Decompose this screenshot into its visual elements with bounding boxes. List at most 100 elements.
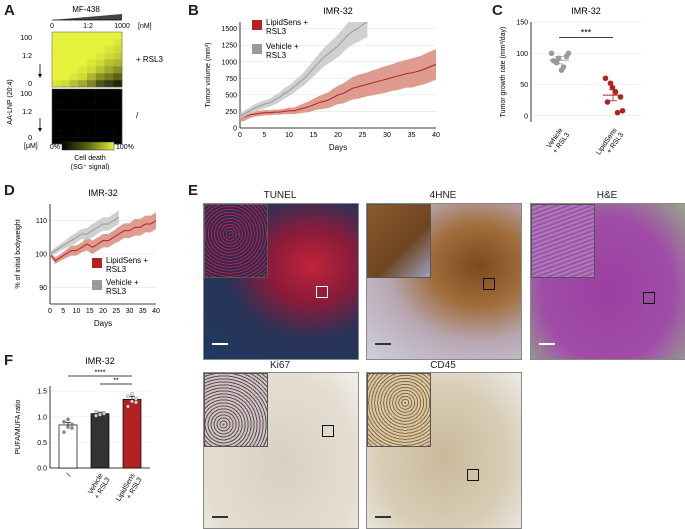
heatmap-cell: [87, 109, 96, 117]
heatmap-cell: [87, 95, 96, 103]
heatmap-cell: [60, 109, 70, 117]
heatmap-cell: [104, 137, 114, 145]
heatmap-cell: [78, 32, 88, 40]
heatmap-cell: [113, 95, 123, 103]
heatmap-cell: [87, 73, 96, 81]
growth-rate-chart: IMR-32 0 50 100 150 Tumor growth rate (mm³/da…: [500, 6, 641, 157]
x-tick-label: 20: [334, 132, 342, 139]
y-axis-label: Tumor growth rate (mm³/day): [500, 27, 507, 118]
heatmap-cell: [95, 59, 105, 67]
data-point: [62, 430, 66, 434]
micrograph-tunel-zoombox: [316, 286, 328, 298]
x-tick-label: 25: [112, 308, 120, 315]
y-tick-label: 1250: [221, 43, 237, 50]
heatmap-cell: [113, 89, 123, 97]
heatmap-cell: [52, 102, 61, 110]
heatmap-cell: [78, 80, 88, 88]
x-tick-label: 35: [139, 308, 147, 315]
heatmap-ytick-top-0: 0: [28, 81, 32, 88]
heatmap-cell: [87, 89, 96, 97]
micrograph-ki67-inset: [204, 373, 268, 447]
heatmap-cell: [113, 80, 123, 88]
micrograph-4hne-inset: [367, 204, 431, 278]
heatmap-cell: [95, 52, 105, 60]
heatmap-cell: [69, 66, 79, 74]
data-point: [604, 99, 611, 105]
heatmap-cell: [87, 45, 96, 53]
heatmap-cell: [69, 38, 79, 46]
heatmap-cell: [113, 66, 123, 74]
y-tick-label: 100: [35, 252, 47, 259]
y-tick-label: 90: [39, 285, 47, 292]
y-tick-label: 0: [233, 126, 237, 133]
x-tick-label: 25: [359, 132, 367, 139]
heatmap-cell: [60, 45, 70, 53]
heatmap-ylabel: AA-LNP (20:4): [7, 79, 14, 124]
x-tick-group: Vehicle+ RSL3: [546, 127, 571, 155]
heatmap-cell: [113, 137, 123, 145]
micrograph-tunel: [203, 203, 359, 360]
heatmap-cell: [95, 123, 105, 131]
y-tick-label: 1.0: [37, 414, 47, 421]
x-tick-label: 5: [61, 308, 65, 315]
y-axis-label: % of initial bodyweight: [15, 219, 22, 288]
x-tick-label: 0: [238, 132, 242, 139]
micrograph-ki67-zoombox: [322, 425, 334, 437]
legend-label: LipidSens +: [266, 18, 308, 27]
data-point: [612, 89, 619, 95]
heatmap-cell: [113, 59, 123, 67]
heatmap-cell: [52, 109, 61, 117]
heatmap-grid-vehicle: [51, 88, 123, 145]
series-line: [50, 216, 120, 255]
x-tick-label: 40: [432, 132, 440, 139]
panel-letter-a: A: [4, 2, 15, 19]
heatmap-cell: [52, 66, 61, 74]
scale-bar: [539, 343, 555, 345]
y-axis-label: PUFA/MUFA ratio: [15, 399, 22, 454]
x-tick-label: /: [66, 472, 73, 477]
y-tick-label: 500: [225, 92, 237, 99]
panel-letter-d: D: [4, 182, 15, 199]
heatmap-cell: [104, 80, 114, 88]
y-axis-label: Tumor volume (mm³): [205, 42, 212, 107]
bar: [90, 413, 110, 469]
heatmap-ytick-bot-ratio: 1:2: [22, 109, 32, 116]
x-tick-label: 15: [310, 132, 318, 139]
legend-swatch: [252, 44, 262, 54]
heatmap-top-zero: 0: [50, 23, 54, 30]
heatmap-cell: [69, 59, 79, 67]
data-point: [126, 394, 130, 399]
heatmap-cell: [78, 45, 88, 53]
heatmap-ytick-bot-100: 100: [20, 91, 32, 98]
heatmap-cell: [104, 89, 114, 97]
heatmap-cell: [69, 52, 79, 60]
heatmap-colorbar: [61, 141, 115, 151]
heatmap-cell: [95, 89, 105, 97]
heatmap-cell: [87, 80, 96, 88]
stain-label-4hne: 4HNE: [429, 190, 457, 201]
y-tick-label: 750: [225, 76, 237, 83]
heatmap-cell: [95, 66, 105, 74]
heatmap-cell: [95, 116, 105, 124]
series-line: [240, 22, 368, 117]
heatmap-cell: [78, 102, 88, 110]
x-tick-label: 35: [408, 132, 416, 139]
x-tick-group: LipidSens+ RSL3: [595, 127, 625, 157]
arrow-top-head: [38, 74, 42, 78]
heatmap-cell: [52, 52, 61, 60]
heatmap-cell: [69, 95, 79, 103]
heatmap-cell: [95, 73, 105, 81]
x-tick-label: 10: [73, 308, 81, 315]
x-tick-label: 20: [99, 308, 107, 315]
heatmap-cell: [69, 32, 79, 40]
stain-label-tunel: TUNEL: [263, 190, 297, 201]
heatmap-cell: [52, 95, 61, 103]
heatmap-cell: [95, 45, 105, 53]
y-tick-label: 1000: [221, 59, 237, 66]
heatmap-cell: [60, 80, 70, 88]
legend-label: Vehicle +: [106, 278, 139, 287]
significance-label: ***: [581, 28, 592, 38]
heatmap-cell: [69, 109, 79, 117]
heatmap-cell: [78, 66, 88, 74]
heatmap-ytick-bot-0: 0: [28, 135, 32, 142]
